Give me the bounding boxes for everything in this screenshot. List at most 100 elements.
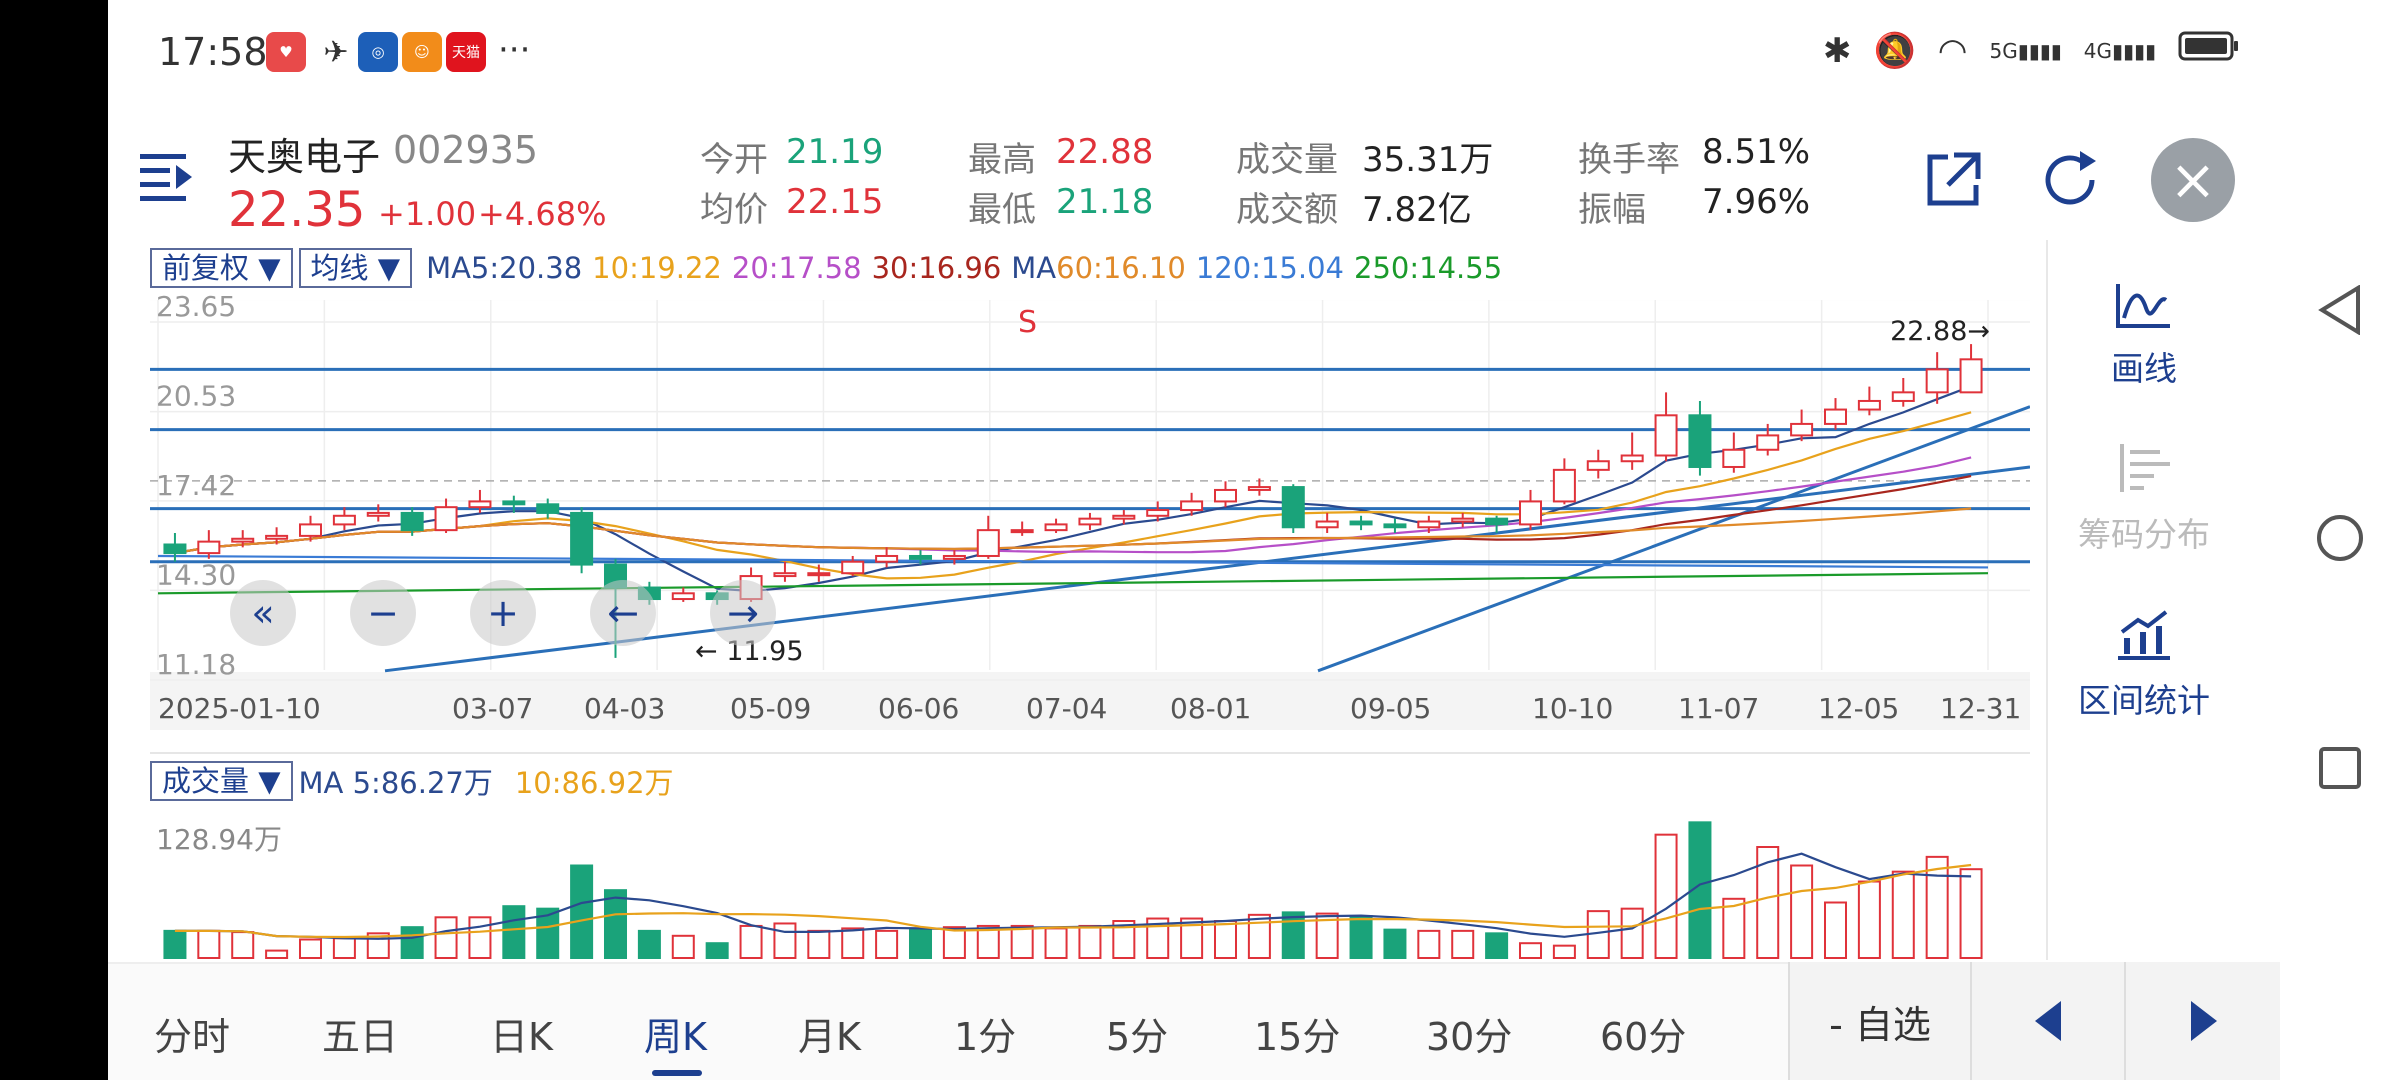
prev-stock-button[interactable] — [1970, 962, 2124, 1080]
kline-chart-panel[interactable]: 前复权 ▼ 均线 ▼ MA5:20.38 10:19.22 20:17.58 3… — [150, 240, 2030, 960]
tab-5min[interactable]: 5分 — [1106, 1015, 1169, 1059]
sell-marker: S — [1018, 305, 1037, 340]
wifi-icon: ◠ — [1937, 30, 1968, 71]
tab-week-k[interactable]: 周K — [644, 1015, 707, 1059]
zoom-in-button[interactable]: + — [470, 580, 536, 646]
stock-price: 22.35 — [228, 182, 366, 238]
orange-app-icon: ☺ — [402, 32, 442, 72]
tab-30min[interactable]: 30分 — [1426, 1015, 1513, 1059]
candle-body — [1620, 454, 1644, 463]
candle-body — [1078, 517, 1102, 526]
candle-body — [875, 554, 899, 563]
candle-body — [570, 511, 594, 566]
candle-body — [502, 500, 526, 506]
y-axis-label: 17.42 — [156, 469, 236, 502]
candle-body — [1315, 520, 1339, 529]
ma-value: MA — [1011, 251, 1057, 285]
volume-bar — [637, 929, 661, 959]
ma-value: 10:19.22 — [592, 251, 722, 285]
volume-bar — [1620, 907, 1644, 960]
volume-bar — [1281, 911, 1305, 959]
back-nav-icon[interactable] — [2318, 285, 2362, 335]
tab-60min[interactable]: 60分 — [1600, 1015, 1687, 1059]
zoom-reset-button[interactable]: « — [230, 580, 296, 646]
volume-bar — [1146, 917, 1170, 959]
stat-label: 最低 — [968, 190, 1036, 230]
tab-wuri[interactable]: 五日 — [322, 1015, 399, 1059]
interval-stats-icon — [2118, 610, 2170, 660]
stat-value: 22.15 — [786, 182, 884, 222]
tab-1min[interactable]: 1分 — [954, 1015, 1017, 1059]
tab-fenshi[interactable]: 分时 — [154, 1015, 231, 1059]
volume-bar — [739, 924, 763, 960]
volume-bar — [1857, 880, 1881, 959]
volume-dropdown[interactable]: 成交量 ▼ — [150, 761, 293, 801]
close-button[interactable]: × — [2151, 138, 2235, 222]
scroll-right-button[interactable]: → — [710, 580, 776, 646]
ma250-line — [157, 572, 1989, 595]
stat-value: 35.31万 — [1362, 140, 1494, 180]
volume-bar — [841, 927, 865, 960]
stat-value: 21.19 — [786, 132, 884, 172]
share-icon[interactable] — [1918, 145, 1988, 215]
add-watchlist-button[interactable]: - 自选 — [1788, 962, 1970, 1080]
stat-label: 成交量 — [1236, 140, 1338, 180]
ma-value: 20:17.58 — [731, 251, 862, 285]
stock-code: 002935 — [393, 128, 539, 172]
diagonal-trendline — [384, 465, 2030, 673]
volume-bar — [1959, 868, 1983, 960]
ma-value: MA5:20.38 — [426, 251, 583, 285]
candle-body — [265, 534, 289, 540]
tmall-app-icon: 天猫 — [446, 32, 486, 72]
stat-value: 8.51% — [1702, 132, 1811, 172]
volume-bar — [1383, 928, 1407, 960]
vol-ma10: 10:86.92万 — [514, 766, 674, 800]
volume-bar — [1349, 915, 1373, 959]
candle-body — [1112, 514, 1136, 520]
recents-nav-icon[interactable] — [2318, 746, 2362, 790]
volume-bar — [502, 905, 526, 960]
x-axis-label: 03-07 — [452, 692, 533, 725]
chip-distribution-icon — [2120, 444, 2170, 492]
ma-value: 60:16.10 — [1056, 251, 1186, 285]
ma60-line — [174, 507, 1972, 555]
menu-icon[interactable] — [138, 148, 198, 204]
refresh-icon[interactable] — [2036, 145, 2106, 215]
volume-bar — [1552, 944, 1576, 960]
interval-stats-tool[interactable]: 区间统计 — [2048, 608, 2240, 722]
zoom-out-button[interactable]: − — [350, 580, 416, 646]
next-stock-button[interactable] — [2124, 962, 2280, 1080]
volume-ma10-line — [174, 863, 1972, 939]
volume-bar — [298, 938, 323, 959]
volume-bar — [1688, 821, 1712, 959]
volume-bar — [1756, 846, 1780, 959]
candle-body — [1654, 414, 1678, 457]
candle-body — [298, 523, 323, 537]
tab-month-k[interactable]: 月K — [798, 1015, 861, 1059]
candle-body — [1451, 517, 1475, 523]
tool-label: 画线 — [2111, 349, 2177, 388]
volume-bar — [1417, 929, 1441, 959]
x-axis-label: 10-10 — [1532, 692, 1613, 725]
volume-bar — [1112, 920, 1136, 959]
status-time: 17:58 — [158, 30, 268, 74]
high-price-label: 22.88→ — [1890, 316, 1990, 347]
ma-legend-row: 前复权 ▼ 均线 ▼ MA5:20.38 10:19.22 20:17.58 3… — [150, 248, 1502, 288]
candle-body — [1722, 448, 1746, 468]
candle-body — [1417, 520, 1441, 529]
candle-body — [1688, 414, 1712, 468]
tab-15min[interactable]: 15分 — [1254, 1015, 1341, 1059]
tab-day-k[interactable]: 日K — [490, 1015, 553, 1059]
adjust-dropdown[interactable]: 前复权 ▼ — [150, 248, 293, 288]
candle-body — [1010, 529, 1034, 534]
candle-body — [366, 511, 390, 517]
home-nav-icon[interactable] — [2316, 514, 2364, 562]
scroll-left-button[interactable]: ← — [590, 580, 656, 646]
candles-layer — [163, 344, 1983, 658]
candle-body — [1823, 408, 1848, 425]
volume-bar — [197, 929, 221, 959]
ma120-line — [157, 554, 1989, 569]
ma-dropdown[interactable]: 均线 ▼ — [298, 248, 413, 288]
draw-line-tool[interactable]: 画线 — [2048, 280, 2240, 390]
